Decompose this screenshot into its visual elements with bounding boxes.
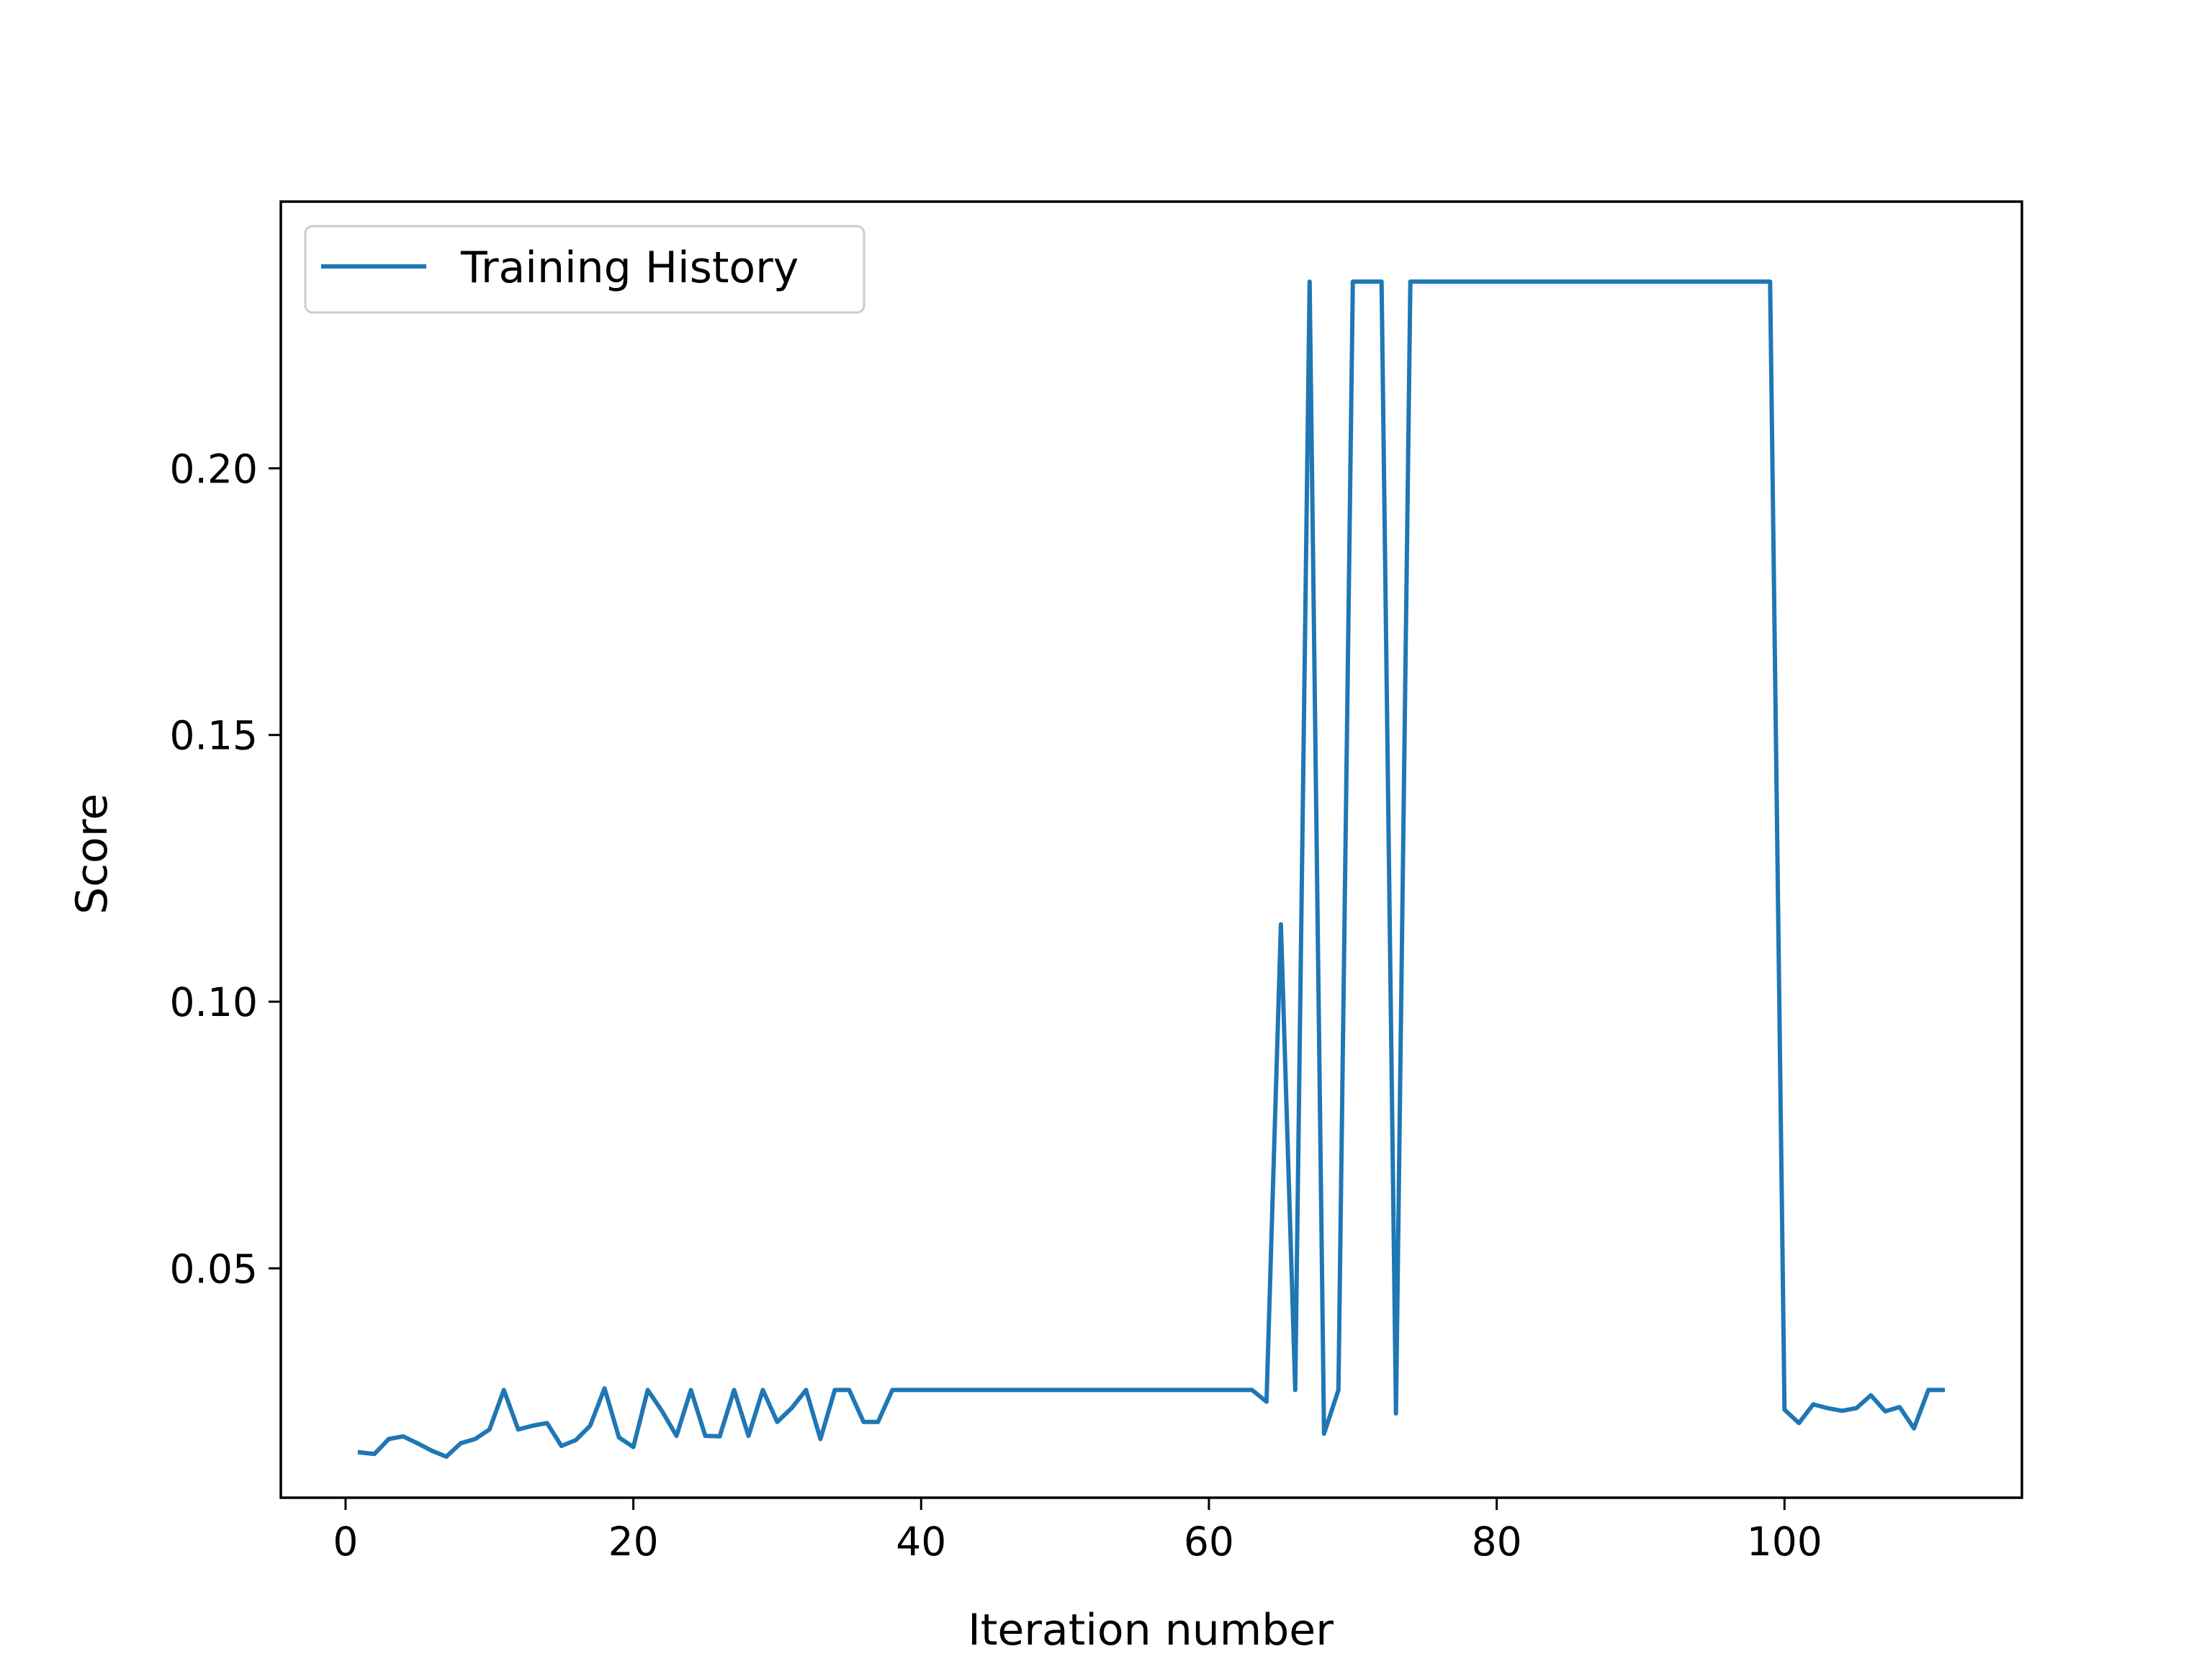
x-tick-label: 40 [896, 1519, 946, 1565]
x-tick-label: 60 [1184, 1519, 1234, 1565]
x-axis: 0 20 40 60 80 100 [333, 1498, 1822, 1565]
x-tick-label: 100 [1747, 1519, 1822, 1565]
plot-area [357, 279, 1946, 1459]
x-tick-label: 80 [1472, 1519, 1522, 1565]
y-axis-label: Score [67, 793, 117, 914]
y-axis: 0.05 0.10 0.15 0.20 [170, 446, 281, 1292]
axes-frame [279, 200, 2023, 1499]
y-tick-label: 0.20 [170, 446, 258, 492]
y-tick-label: 0.10 [170, 979, 258, 1025]
x-tick-label: 0 [333, 1519, 358, 1565]
series-line-training-history [357, 279, 1946, 1459]
x-axis-label: Iteration number [968, 1605, 1334, 1655]
y-tick-label: 0.05 [170, 1246, 258, 1292]
legend: Training History [304, 225, 866, 314]
x-tick-label: 20 [608, 1519, 659, 1565]
legend-box [304, 225, 866, 314]
y-tick-label: 0.15 [170, 713, 258, 759]
legend-entry-label: Training History [460, 243, 799, 293]
